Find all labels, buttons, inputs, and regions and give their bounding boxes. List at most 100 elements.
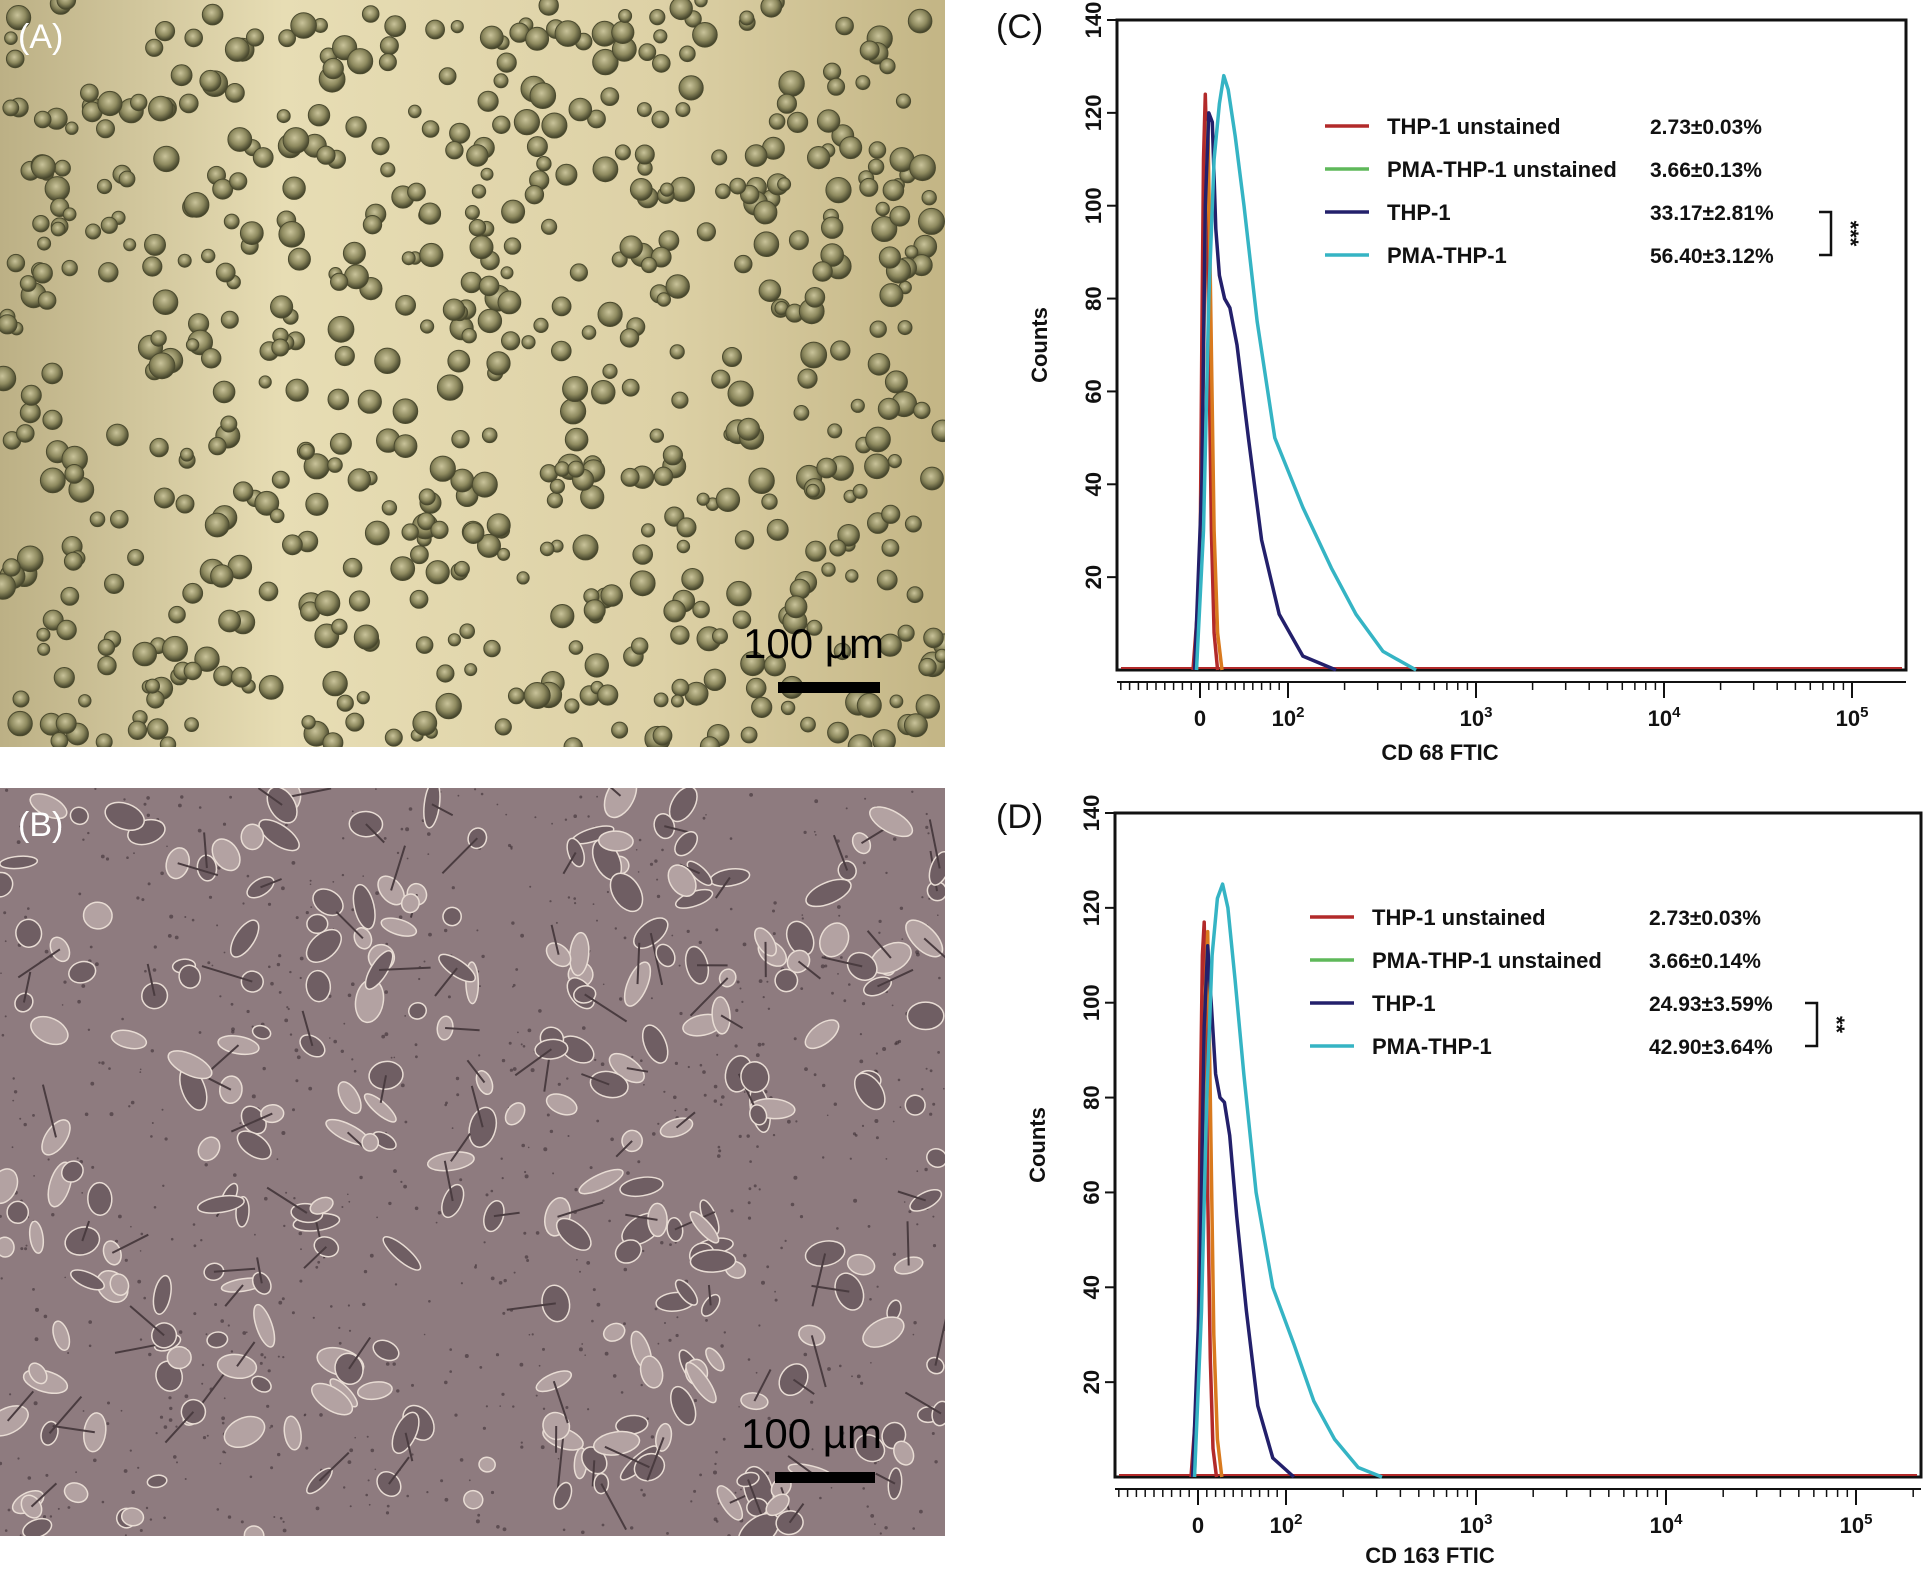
cell-process (636, 942, 641, 985)
adherent-cell (312, 888, 344, 917)
cell (881, 504, 901, 524)
debris-speck (854, 1134, 858, 1137)
debris-speck (631, 1055, 634, 1058)
debris-speck (620, 1391, 624, 1394)
debris-speck (217, 866, 221, 870)
debris-speck (435, 1221, 438, 1224)
debris-speck (856, 1374, 861, 1379)
cell (213, 665, 234, 687)
debris-speck (715, 1450, 718, 1454)
cell (497, 290, 522, 315)
debris-speck (164, 1137, 168, 1141)
cell (384, 15, 407, 38)
cell (776, 93, 798, 114)
debris-speck (150, 1135, 153, 1138)
debris-speck (460, 1282, 463, 1285)
adherent-cell (846, 951, 878, 981)
cell (479, 25, 504, 50)
cell (4, 31, 18, 46)
debris-speck (393, 1056, 396, 1059)
debris-speck (347, 1460, 352, 1464)
cell (600, 87, 620, 106)
cell (761, 493, 778, 510)
cell (748, 467, 775, 494)
debris-speck (4, 1015, 7, 1018)
cell-process (441, 837, 479, 875)
chart-c-series-pma-thp-1 (1194, 73, 1417, 672)
adherent-cell (104, 801, 145, 831)
cell (562, 376, 589, 402)
debris-speck (315, 1506, 320, 1511)
cell (587, 109, 606, 129)
adherent-cell (593, 1472, 610, 1495)
debris-speck (587, 1408, 590, 1411)
cell-process (747, 1479, 764, 1518)
debris-speck (884, 1526, 888, 1530)
adherent-cell (372, 1339, 400, 1362)
cell (694, 0, 708, 8)
adherent-cell (223, 1415, 266, 1449)
debris-speck (507, 843, 512, 848)
debris-speck (291, 1311, 295, 1315)
cell (483, 639, 501, 658)
cell (871, 216, 898, 242)
adherent-cell (853, 1072, 886, 1111)
debris-speck (521, 1143, 525, 1148)
debris-speck (129, 1449, 132, 1452)
cell (889, 694, 904, 709)
chart-c-y-tick-label: 140 (1081, 2, 1106, 39)
debris-speck (892, 1120, 895, 1123)
cell (147, 718, 169, 740)
cell (909, 154, 936, 182)
cell (923, 627, 944, 649)
cell (65, 121, 79, 135)
debris-speck (870, 1514, 875, 1518)
debris-speck (289, 1033, 293, 1036)
cell-process (390, 845, 406, 891)
adherent-cell (380, 917, 418, 937)
debris-speck (838, 914, 841, 917)
debris-speck (813, 830, 816, 833)
cell-process (388, 1456, 410, 1485)
cell (347, 48, 374, 75)
debris-speck (876, 1285, 879, 1288)
adherent-cell (893, 1440, 915, 1466)
debris-speck (795, 1120, 798, 1123)
debris-speck (860, 1381, 864, 1385)
debris-speck (178, 1330, 183, 1334)
debris-speck (184, 1394, 189, 1399)
debris-speck (482, 1426, 486, 1430)
cell (872, 729, 896, 747)
debris-speck (790, 1202, 795, 1207)
adherent-cell (609, 872, 644, 913)
cell (879, 283, 904, 308)
cell (638, 43, 657, 61)
debris-speck (793, 1037, 797, 1041)
debris-speck (591, 1319, 594, 1323)
cell-process (928, 819, 941, 869)
cell (56, 619, 77, 641)
debris-speck (567, 1135, 570, 1137)
debris-speck (766, 1265, 770, 1269)
cell-cluster-a (0, 0, 945, 747)
debris-speck (862, 1487, 865, 1490)
adherent-cell (236, 1130, 272, 1160)
cell (669, 0, 693, 21)
debris-speck (530, 1068, 535, 1073)
debris-speck (0, 1277, 3, 1280)
debris-speck (640, 1488, 643, 1492)
cell (758, 279, 782, 303)
debris-speck (95, 962, 99, 967)
debris-speck (384, 990, 389, 994)
debris-speck (702, 816, 706, 820)
debris-speck (249, 1475, 253, 1479)
debris-speck (123, 798, 126, 801)
cell (245, 28, 265, 47)
debris-speck (468, 1479, 471, 1482)
debris-speck (875, 1136, 879, 1140)
cell (753, 231, 780, 257)
debris-speck (149, 1518, 153, 1521)
cell (555, 163, 578, 186)
cell (845, 569, 859, 583)
debris-speck (88, 1320, 92, 1324)
